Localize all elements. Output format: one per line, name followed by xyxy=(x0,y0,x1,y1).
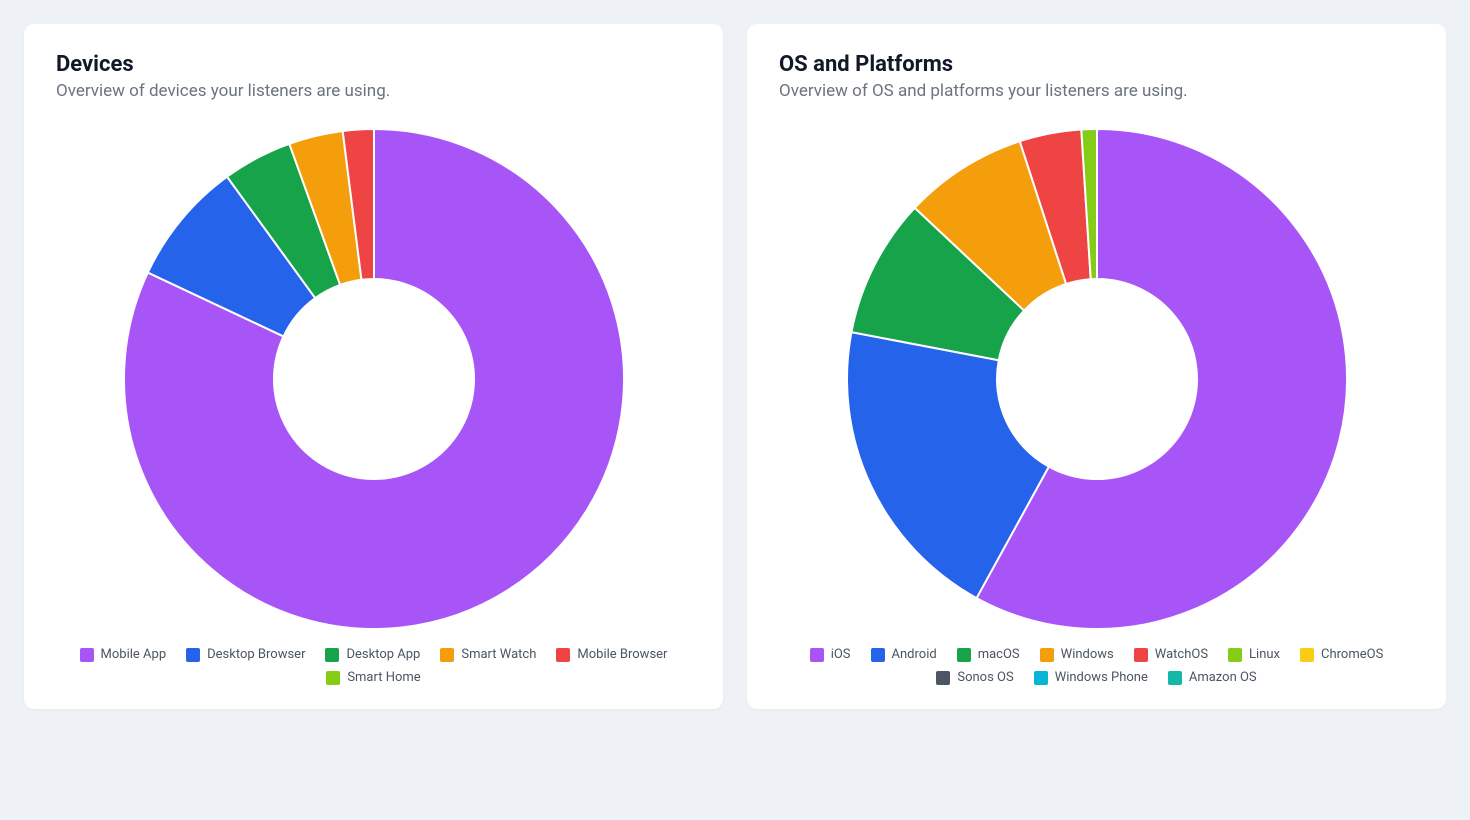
devices-legend-swatch-0 xyxy=(80,648,94,662)
devices-legend-item-4[interactable]: Mobile Browser xyxy=(556,647,667,662)
os-donut-chart xyxy=(847,129,1347,629)
os-legend-item-7[interactable]: Sonos OS xyxy=(936,670,1013,685)
os-legend-label-4: WatchOS xyxy=(1155,647,1208,662)
os-legend-swatch-4 xyxy=(1134,648,1148,662)
devices-legend-label-5: Smart Home xyxy=(347,670,420,685)
os-legend-item-3[interactable]: Windows xyxy=(1040,647,1114,662)
devices-legend-swatch-1 xyxy=(186,648,200,662)
os-legend-item-5[interactable]: Linux xyxy=(1228,647,1280,662)
devices-legend-swatch-3 xyxy=(440,648,454,662)
os-legend-item-1[interactable]: Android xyxy=(871,647,937,662)
os-subtitle: Overview of OS and platforms your listen… xyxy=(779,81,1414,101)
os-legend-swatch-6 xyxy=(1300,648,1314,662)
devices-legend-label-1: Desktop Browser xyxy=(207,647,305,662)
devices-legend-item-2[interactable]: Desktop App xyxy=(325,647,420,662)
os-legend-item-0[interactable]: iOS xyxy=(810,647,851,662)
os-legend-label-6: ChromeOS xyxy=(1321,647,1383,662)
os-legend-swatch-1 xyxy=(871,648,885,662)
os-legend-label-3: Windows xyxy=(1061,647,1114,662)
devices-legend: Mobile App Desktop Browser Desktop App Smar… xyxy=(56,641,691,685)
os-legend-label-1: Android xyxy=(892,647,937,662)
devices-legend-label-3: Smart Watch xyxy=(461,647,536,662)
devices-legend-swatch-5 xyxy=(326,671,340,685)
devices-card: Devices Overview of devices your listene… xyxy=(24,24,723,709)
os-legend-swatch-2 xyxy=(957,648,971,662)
os-legend-label-7: Sonos OS xyxy=(957,670,1013,685)
devices-legend-label-2: Desktop App xyxy=(346,647,420,662)
os-legend-label-8: Windows Phone xyxy=(1055,670,1148,685)
os-legend-swatch-0 xyxy=(810,648,824,662)
os-legend-label-2: macOS xyxy=(978,647,1020,662)
devices-legend-swatch-2 xyxy=(325,648,339,662)
devices-legend-swatch-4 xyxy=(556,648,570,662)
os-legend-label-5: Linux xyxy=(1249,647,1280,662)
devices-legend-label-0: Mobile App xyxy=(101,647,167,662)
os-legend-item-4[interactable]: WatchOS xyxy=(1134,647,1208,662)
os-card: OS and Platforms Overview of OS and plat… xyxy=(747,24,1446,709)
devices-chart-wrap xyxy=(56,121,691,641)
os-legend: iOS Android macOS Windows WatchOS Linux Chrome… xyxy=(779,641,1414,685)
os-legend-swatch-5 xyxy=(1228,648,1242,662)
os-legend-label-9: Amazon OS xyxy=(1189,670,1257,685)
os-legend-item-6[interactable]: ChromeOS xyxy=(1300,647,1383,662)
os-legend-swatch-3 xyxy=(1040,648,1054,662)
os-chart-wrap xyxy=(779,121,1414,641)
devices-legend-label-4: Mobile Browser xyxy=(577,647,667,662)
os-legend-label-0: iOS xyxy=(831,647,851,662)
charts-grid: Devices Overview of devices your listene… xyxy=(24,24,1446,709)
os-legend-item-8[interactable]: Windows Phone xyxy=(1034,670,1148,685)
os-legend-swatch-8 xyxy=(1034,671,1048,685)
devices-legend-item-3[interactable]: Smart Watch xyxy=(440,647,536,662)
devices-title: Devices xyxy=(56,52,691,77)
devices-subtitle: Overview of devices your listeners are u… xyxy=(56,81,691,101)
devices-legend-item-5[interactable]: Smart Home xyxy=(326,670,420,685)
os-legend-item-2[interactable]: macOS xyxy=(957,647,1020,662)
os-title: OS and Platforms xyxy=(779,52,1414,77)
os-legend-swatch-9 xyxy=(1168,671,1182,685)
devices-legend-item-0[interactable]: Mobile App xyxy=(80,647,167,662)
os-legend-swatch-7 xyxy=(936,671,950,685)
devices-legend-item-1[interactable]: Desktop Browser xyxy=(186,647,305,662)
devices-donut-chart xyxy=(124,129,624,629)
os-legend-item-9[interactable]: Amazon OS xyxy=(1168,670,1257,685)
